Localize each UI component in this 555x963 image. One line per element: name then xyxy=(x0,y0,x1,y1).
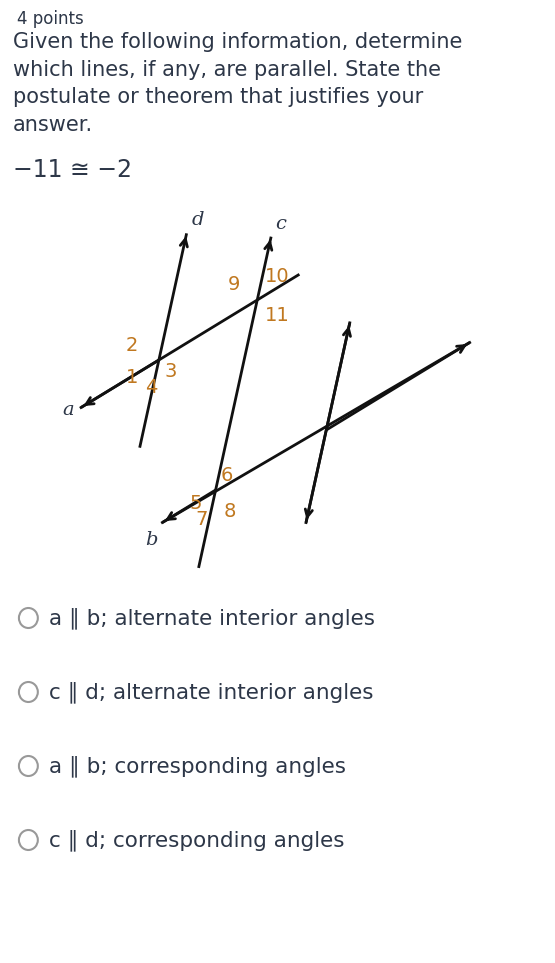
Text: 5: 5 xyxy=(190,494,203,513)
Text: 4 points: 4 points xyxy=(17,10,84,28)
Text: b: b xyxy=(145,532,158,550)
Text: 7: 7 xyxy=(196,510,208,529)
Text: 8: 8 xyxy=(223,502,235,521)
Text: 4: 4 xyxy=(145,378,157,397)
Text: c: c xyxy=(275,215,286,233)
Text: c ∥ d; alternate interior angles: c ∥ d; alternate interior angles xyxy=(49,681,374,703)
Text: 1: 1 xyxy=(125,368,138,387)
Text: c ∥ d; corresponding angles: c ∥ d; corresponding angles xyxy=(49,829,345,851)
Text: a: a xyxy=(62,402,73,420)
Text: 11: 11 xyxy=(265,306,290,325)
Text: Given the following information, determine
which lines, if any, are parallel. St: Given the following information, determi… xyxy=(13,32,463,135)
Text: 9: 9 xyxy=(228,275,240,294)
Text: 6: 6 xyxy=(220,466,233,485)
Text: 10: 10 xyxy=(265,267,290,286)
Text: 3: 3 xyxy=(165,362,177,381)
Text: a ∥ b; corresponding angles: a ∥ b; corresponding angles xyxy=(49,755,346,777)
Text: −11 ≅ −2: −11 ≅ −2 xyxy=(13,158,132,182)
Text: d: d xyxy=(191,211,204,229)
Text: 2: 2 xyxy=(125,336,138,355)
Text: a ∥ b; alternate interior angles: a ∥ b; alternate interior angles xyxy=(49,607,375,629)
